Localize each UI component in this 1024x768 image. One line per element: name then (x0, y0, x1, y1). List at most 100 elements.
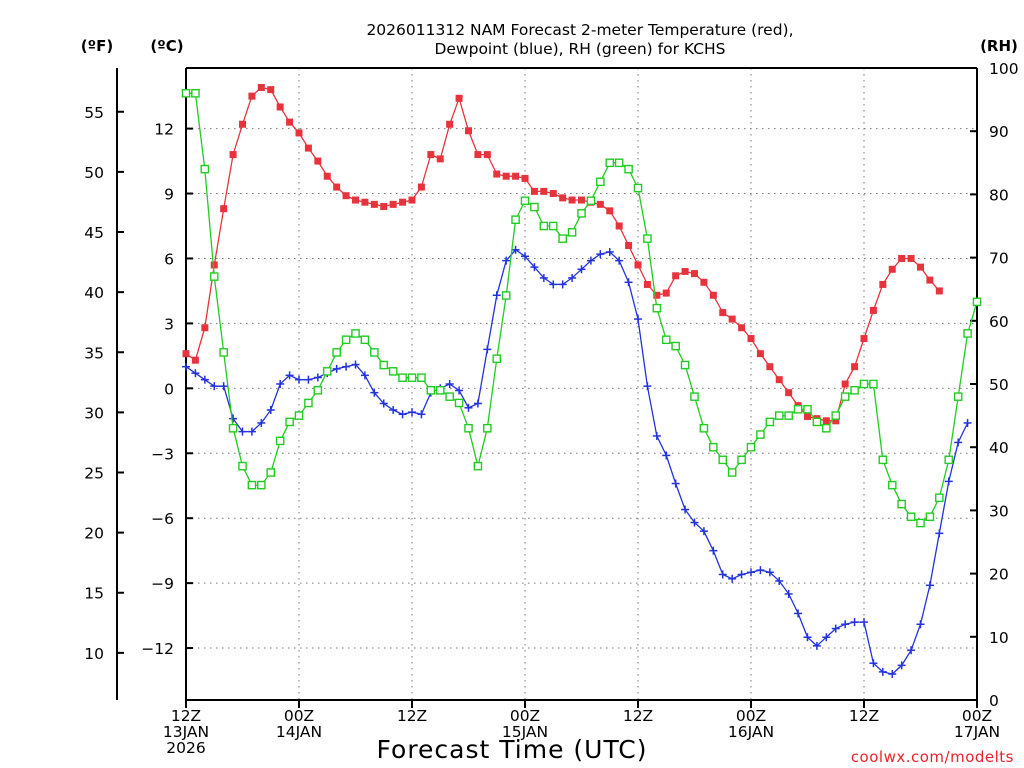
rh-point (266, 468, 276, 477)
rh-point (200, 164, 210, 174)
rh-point (812, 417, 822, 427)
temperature-point (756, 350, 764, 358)
title-block: 2026011312 NAM Forecast 2-meter Temperat… (366, 21, 793, 58)
dewpoint-point (464, 403, 473, 412)
dewpoint-point (492, 291, 501, 300)
temperature-point (822, 417, 830, 425)
dewpoint-point (398, 410, 407, 419)
rh-point (822, 423, 831, 433)
celsius-tick-label: −9 (151, 575, 174, 593)
dewpoint-point (266, 405, 275, 414)
rh-tick-label: 0 (989, 692, 999, 710)
chart-subtitle: Dewpoint (blue), RH (green) for KCHS (434, 40, 725, 58)
series-line (185, 248, 969, 675)
dewpoint-point (888, 670, 897, 679)
temperature-point (578, 196, 585, 204)
rh-point (925, 512, 935, 522)
time-tick-label: 16JAN (728, 723, 774, 741)
dewpoint-point (605, 247, 614, 256)
rh-tick-label: 50 (989, 376, 1009, 394)
rh-point (643, 234, 652, 243)
dewpoint-point (408, 408, 416, 417)
dewpoint-point (737, 570, 746, 579)
rh-point (935, 493, 944, 503)
rh-point (878, 455, 888, 465)
rh-point (774, 411, 784, 420)
fahrenheit-tick-label: 10 (84, 645, 104, 663)
fahrenheit-tick-label: 35 (84, 344, 104, 362)
dewpoint-point (379, 399, 388, 408)
dewpoint-point (775, 576, 784, 585)
dewpoint-point (257, 418, 266, 427)
rh-tick-label: 20 (989, 566, 1009, 584)
rh-tick-label: 60 (989, 313, 1009, 331)
dewpoint-point (521, 252, 529, 261)
temperature-point (483, 151, 491, 159)
rh-point (219, 348, 228, 357)
dewpoint-point (229, 414, 238, 423)
temperature-point (606, 207, 614, 215)
temperature-point (408, 196, 416, 204)
time-tick-label: 12Z (849, 707, 879, 725)
rh-point (492, 354, 502, 364)
rh-point (341, 335, 351, 345)
temperature-point (879, 280, 887, 288)
dewpoint-point (502, 256, 511, 265)
temperature-point (201, 324, 209, 332)
rh-point (690, 392, 699, 401)
temperature-point (851, 363, 859, 371)
rh-point (294, 411, 304, 420)
dewpoint-point (652, 431, 661, 440)
rh-point (275, 436, 285, 446)
rh-point (228, 423, 238, 433)
temperature-point (323, 172, 331, 180)
time-tick-label: 2026 (166, 739, 205, 757)
temperature-point (785, 389, 793, 397)
fahrenheit-axis: 55 50 45 40 35 30 25 20 15 10 (84, 104, 124, 663)
celsius-tick-label: 0 (164, 380, 174, 398)
fahrenheit-tick-label: 50 (84, 164, 104, 182)
dewpoint-point (878, 667, 887, 676)
dewpoint-point (662, 451, 671, 460)
temperature-point (869, 306, 877, 314)
rh-point (916, 518, 925, 528)
rh-tick-label: 70 (989, 250, 1009, 268)
rh-point (445, 392, 454, 401)
temperature-point (700, 278, 708, 286)
temperature-point (380, 203, 388, 211)
series-dewpoint (182, 245, 972, 679)
dewpoint-point (276, 380, 285, 388)
dewpoint-point (285, 371, 294, 380)
time-tick-label: 00Z (736, 707, 766, 725)
celsius-tick-label: −6 (151, 510, 174, 528)
temperature-point (276, 103, 284, 111)
dewpoint-point (822, 633, 831, 642)
dewpoint-point (765, 568, 774, 577)
dewpoint-point (709, 546, 718, 555)
fahrenheit-tick-label: 40 (84, 284, 104, 302)
rh-point (567, 228, 577, 237)
temperature-point (286, 118, 294, 126)
rh-point (558, 234, 567, 243)
dewpoint-point (238, 427, 247, 436)
dewpoint-point (954, 438, 963, 447)
dewpoint-point (360, 371, 369, 380)
temperature-point (465, 127, 472, 135)
dewpoint-point (200, 375, 209, 384)
celsius-tick-label: 12 (154, 121, 174, 139)
dewpoint-point (558, 280, 567, 289)
dewpoint-point (247, 427, 256, 436)
rh-point (586, 196, 596, 206)
time-tick-label: 00Z (284, 707, 314, 725)
temperature-point (691, 270, 698, 278)
rh-point (520, 196, 530, 206)
temperature-point (747, 335, 755, 343)
temperature-point (681, 267, 689, 275)
rh-point (435, 386, 445, 395)
rh-point (803, 404, 812, 414)
temperature-point (841, 380, 849, 388)
dewpoint-point (850, 618, 859, 627)
dewpoint-point (907, 646, 916, 655)
fahrenheit-tick-label: 55 (84, 104, 104, 122)
